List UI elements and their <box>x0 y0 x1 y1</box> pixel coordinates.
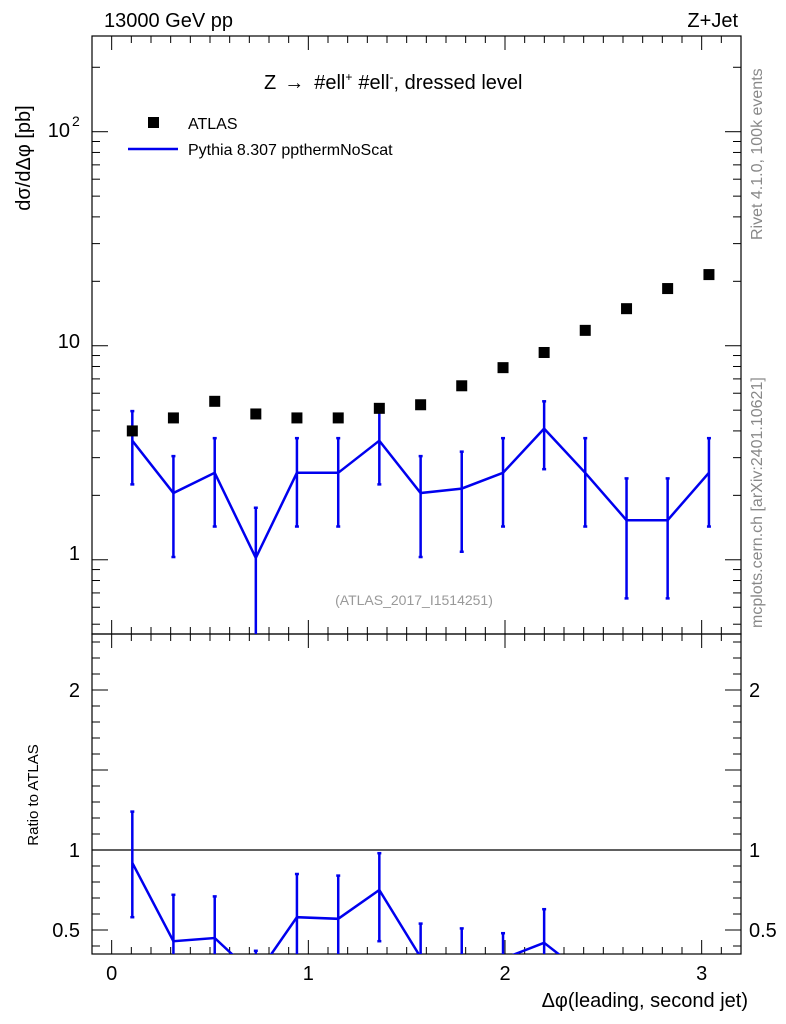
ratio-y-labels-left: 0.5 1 2 <box>52 680 80 942</box>
y-tick-label-100-exp: 2 <box>72 113 80 129</box>
y-axis-title: dσ/dΔφ [pb] <box>13 105 35 210</box>
ratio-y-tick-label-right: 2 <box>749 680 760 702</box>
ratio-ticks <box>92 634 742 954</box>
atlas-data-point <box>415 399 427 411</box>
legend-atlas-marker <box>148 117 159 128</box>
ratio-mc-layer <box>130 810 561 954</box>
title-part-d: , dressed level <box>394 72 523 94</box>
atlas-data-point <box>703 269 715 281</box>
x-tick-label: 3 <box>696 963 707 985</box>
x-tick-label: 1 <box>303 963 314 985</box>
atlas-data-point <box>291 412 303 424</box>
y-tick-label-100: 10 <box>48 120 70 142</box>
atlas-data-point <box>456 380 468 392</box>
atlas-data-point <box>332 412 344 424</box>
header-left: 13000 GeV pp <box>104 10 233 32</box>
title-part-a: Z <box>264 72 276 94</box>
y-tick-label-10: 10 <box>58 331 80 353</box>
atlas-data-point <box>373 402 385 414</box>
plot-title: Z → #ell+ #ell-, dressed level <box>264 70 522 94</box>
header-right: Z+Jet <box>687 10 738 32</box>
title-arrow: → <box>284 72 304 94</box>
x-tick-label: 2 <box>499 963 510 985</box>
atlas-data-point <box>621 303 633 315</box>
mcplots-label: mcplots.cern.ch [arXiv:2401.10621] <box>749 377 766 628</box>
x-axis-title: Δφ(leading, second jet) <box>542 990 748 1012</box>
atlas-data-point <box>662 283 674 295</box>
analysis-watermark: (ATLAS_2017_I1514251) <box>335 592 493 608</box>
x-tick-labels: 0 1 2 3 <box>106 963 707 985</box>
ratio-y-tick-label: 0.5 <box>52 920 80 942</box>
ratio-y-tick-label: 1 <box>69 840 80 862</box>
main-data-layer <box>126 269 715 437</box>
title-part-c: #ell <box>358 72 389 94</box>
ratio-y-labels-right: 0.5 1 2 <box>749 680 777 942</box>
title-part-b: #ell <box>314 72 345 94</box>
atlas-data-point <box>126 425 138 437</box>
mc-curve-ratio <box>131 862 561 954</box>
main-mc-layer <box>130 400 711 634</box>
y-tick-label-1: 1 <box>69 543 80 565</box>
main-ticks <box>92 36 742 634</box>
ratio-y-tick-label-right: 0.5 <box>749 920 777 942</box>
atlas-data-point <box>167 412 179 424</box>
atlas-data-point <box>209 395 221 407</box>
legend-atlas-label: ATLAS <box>188 116 238 133</box>
title-sup-b: + <box>345 70 352 84</box>
atlas-data-point <box>538 346 550 358</box>
ratio-y-tick-label: 2 <box>69 680 80 702</box>
y-tick-label-100-base: 10 <box>48 120 70 142</box>
x-tick-label: 0 <box>106 963 117 985</box>
atlas-data-point <box>579 324 591 336</box>
legend-pythia-label: Pythia 8.307 ppthermNoScat <box>188 142 393 159</box>
rivet-label: Rivet 4.1.0, 100k events <box>749 68 766 240</box>
ratio-plot-frame <box>91 633 742 955</box>
ratio-y-axis-title: Ratio to ATLAS <box>25 744 42 845</box>
atlas-data-point <box>250 408 262 420</box>
atlas-data-point <box>497 362 509 374</box>
title-sup-c: - <box>390 70 394 84</box>
ratio-y-tick-label-right: 1 <box>749 840 760 862</box>
